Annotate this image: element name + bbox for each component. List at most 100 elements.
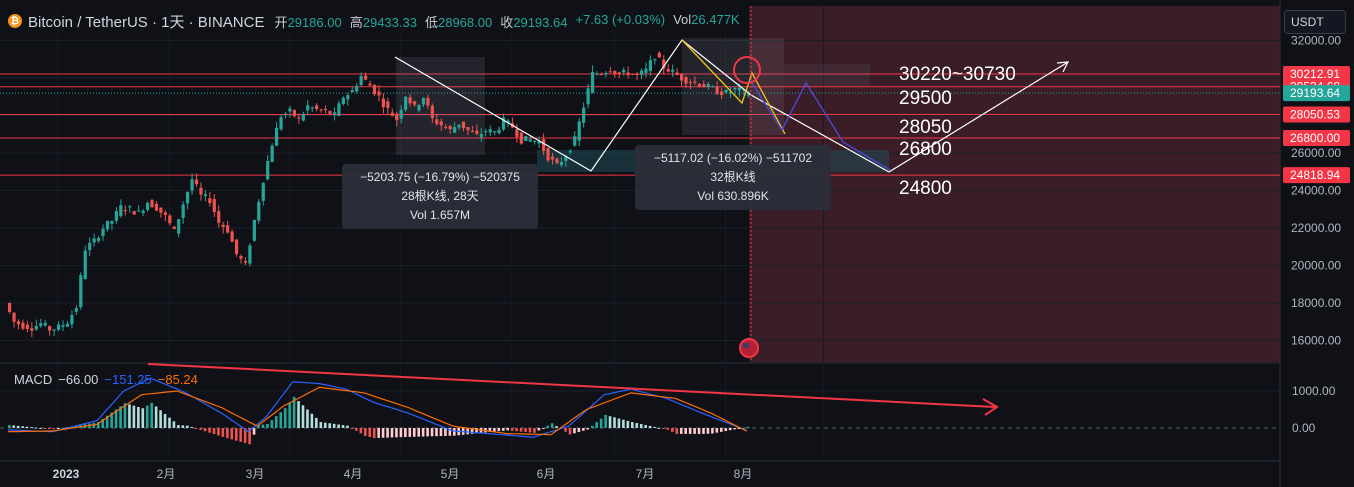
macd-tick-label: 1000.00 xyxy=(1292,384,1336,398)
candle xyxy=(577,121,581,141)
macd-histogram-bar xyxy=(30,427,33,429)
price-level-label: 29193.64 xyxy=(1290,86,1340,100)
macd-histogram-bar xyxy=(684,428,687,434)
macd-histogram-bar xyxy=(159,410,162,428)
macd-histogram-bar xyxy=(706,428,710,434)
macd-histogram-bar xyxy=(608,416,612,428)
candle xyxy=(34,325,38,330)
candle xyxy=(315,105,319,110)
macd-histogram-bar xyxy=(693,428,696,434)
macd-histogram-bar xyxy=(657,427,661,429)
macd-histogram-bar xyxy=(194,428,198,429)
candle xyxy=(715,86,719,95)
candle xyxy=(439,121,443,126)
macd-histogram-bar xyxy=(186,425,189,428)
macd-label: MACD xyxy=(14,372,53,387)
macd-histogram-bar xyxy=(742,427,745,429)
candle xyxy=(746,94,750,96)
candle xyxy=(88,242,92,250)
candle xyxy=(693,81,697,83)
candle xyxy=(484,131,488,133)
macd-histogram-bar xyxy=(12,425,16,428)
macd-histogram-bar xyxy=(150,402,153,428)
divergence-line xyxy=(147,363,996,408)
macd-histogram-bar xyxy=(470,428,474,434)
macd-histogram-bar xyxy=(297,401,300,428)
macd-histogram-bar xyxy=(16,425,20,428)
macd-histogram-bar xyxy=(711,428,714,434)
macd-histogram-bar xyxy=(177,425,180,428)
macd-histogram-bar xyxy=(52,428,56,430)
candle xyxy=(501,117,506,130)
candle xyxy=(635,73,639,75)
candle xyxy=(639,70,644,75)
macd-histogram-bar xyxy=(377,428,380,438)
candle xyxy=(608,71,612,73)
candle xyxy=(154,203,159,211)
candle xyxy=(453,127,457,133)
candle xyxy=(270,145,274,162)
price-tick-label: 32000.00 xyxy=(1291,34,1341,48)
candle xyxy=(56,324,61,330)
macd-histogram-bar xyxy=(341,425,345,428)
open-value: 29186.00 xyxy=(287,14,342,30)
measure-tooltip-2-change: −5117.02 (−16.02%) −511702 xyxy=(653,151,813,165)
candle xyxy=(542,139,546,151)
currency-selector[interactable]: USDT xyxy=(1284,10,1346,34)
macd-histogram-bar xyxy=(590,425,594,428)
symbol-title[interactable]: Bitcoin / TetherUS · 1天 · BINANCE xyxy=(28,13,265,31)
macd-histogram-bar xyxy=(239,428,242,442)
candle xyxy=(168,215,172,224)
annotation-label: 26800 xyxy=(899,139,952,160)
candle xyxy=(702,84,706,88)
macd-histogram-bar xyxy=(715,428,719,433)
macd-histogram-bar xyxy=(662,428,665,429)
macd-histogram-bar xyxy=(21,426,24,428)
macd-histogram-bar xyxy=(510,428,514,431)
candle xyxy=(145,202,150,210)
candle xyxy=(488,129,492,133)
macd-histogram-bar xyxy=(230,428,234,440)
us-flag-icon-canton xyxy=(743,343,749,348)
macd-histogram-bar xyxy=(145,405,149,428)
macd-histogram-bar xyxy=(275,416,278,428)
candle xyxy=(644,68,648,73)
macd-histogram-bar xyxy=(199,428,202,430)
candle xyxy=(105,220,110,230)
candle xyxy=(590,72,595,93)
macd-histogram-bar xyxy=(542,428,545,429)
candle xyxy=(470,130,474,132)
candle xyxy=(706,84,710,88)
macd-histogram-bar xyxy=(364,428,367,436)
time-tick-label: 6月 xyxy=(537,467,556,481)
candle xyxy=(97,238,101,241)
macd-histogram-bar xyxy=(355,428,358,431)
macd-histogram-bar xyxy=(537,428,541,431)
highlight-circle xyxy=(733,56,761,84)
macd-histogram-bar xyxy=(622,419,625,428)
macd-histogram-bar xyxy=(25,426,29,428)
macd-histogram-bar xyxy=(453,428,456,436)
candle xyxy=(266,161,270,180)
candle xyxy=(386,101,390,108)
macd-histogram-bar xyxy=(315,417,318,428)
macd-histogram-bar xyxy=(430,428,434,437)
candle xyxy=(337,103,341,116)
candle xyxy=(528,139,532,142)
price-tick-label: 22000.00 xyxy=(1291,221,1341,235)
candle xyxy=(328,111,332,115)
candle xyxy=(524,136,528,142)
candle xyxy=(61,325,65,327)
signal-line xyxy=(7,386,747,436)
macd-histogram-bar xyxy=(39,427,42,429)
candle xyxy=(12,312,16,322)
candle xyxy=(622,69,626,73)
candle xyxy=(257,201,261,221)
projection-line xyxy=(750,94,890,173)
candle xyxy=(742,89,746,91)
macd-histogram-bar xyxy=(577,428,581,432)
candle xyxy=(564,156,568,162)
bitcoin-icon: ₿ xyxy=(8,14,22,28)
price-tick-label: 26000.00 xyxy=(1291,146,1341,160)
